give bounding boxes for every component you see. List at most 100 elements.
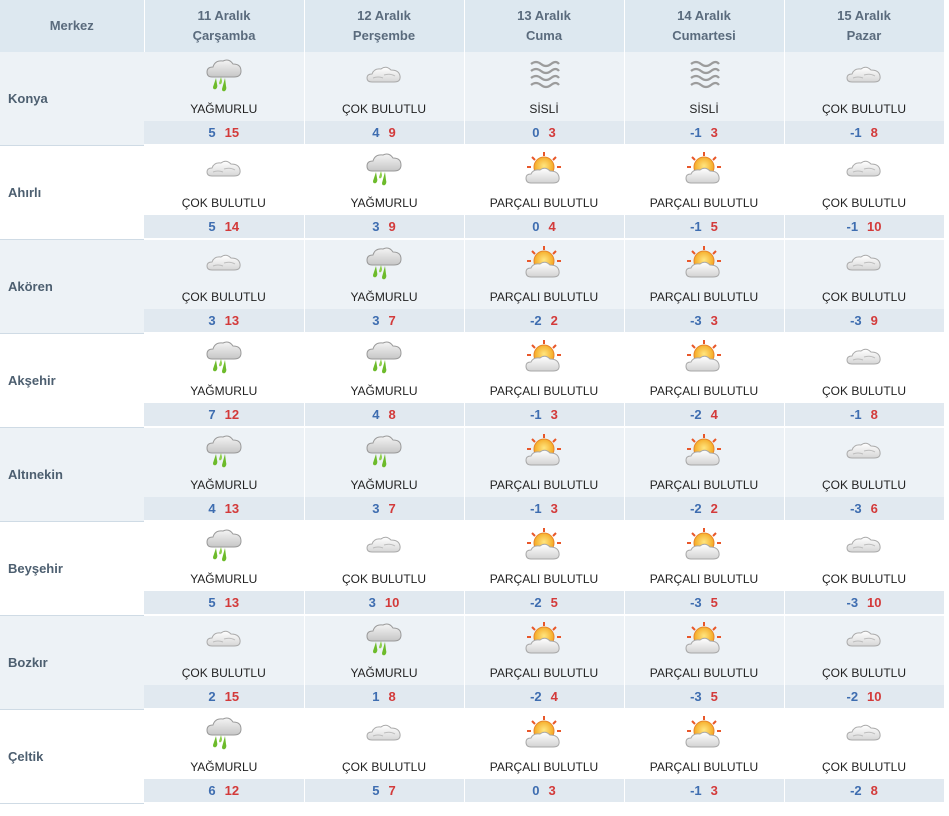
high-temperature: 6 xyxy=(870,501,878,516)
low-temperature: -3 xyxy=(690,595,702,610)
condition-label: ÇOK BULUTLU xyxy=(144,661,305,685)
day-header[interactable]: 13 Aralık Cuma xyxy=(464,0,625,52)
condition-label: PARÇALI BULUTLU xyxy=(464,661,625,685)
city-name[interactable]: Çeltik xyxy=(0,709,144,804)
partly-cloudy-sun-icon xyxy=(684,245,724,277)
weather-icon-cell xyxy=(304,709,465,755)
high-temperature: 8 xyxy=(870,783,878,798)
cloudy-icon xyxy=(844,254,884,271)
low-temperature: -1 xyxy=(690,783,702,798)
temperature-cell: -2 5 xyxy=(464,591,625,616)
cloudy-icon xyxy=(204,630,244,647)
high-temperature: 10 xyxy=(867,689,882,704)
low-temperature: 3 xyxy=(368,595,376,610)
low-temperature: -2 xyxy=(530,595,542,610)
city-name[interactable]: Ahırlı xyxy=(0,145,144,240)
day-date: 11 Aralık xyxy=(197,8,251,23)
high-temperature: 9 xyxy=(870,313,878,328)
city-row: Ahırlı xyxy=(0,145,945,240)
high-temperature: 15 xyxy=(224,125,240,140)
weather-icon-cell xyxy=(624,427,785,473)
temperature-cell: -2 4 xyxy=(624,403,785,428)
day-header[interactable]: 14 Aralık Cumartesi xyxy=(624,0,785,52)
high-temperature: 8 xyxy=(870,407,878,422)
temperature-cell: -3 5 xyxy=(624,685,785,710)
city-row: Bozkır xyxy=(0,615,945,710)
high-temperature: 5 xyxy=(710,219,718,234)
high-temperature: 3 xyxy=(548,125,556,140)
weather-icon-cell xyxy=(144,239,305,285)
partly-cloudy-sun-icon xyxy=(684,621,724,653)
rain-cloud-icon xyxy=(364,623,404,655)
weather-icon-cell xyxy=(464,52,625,97)
condition-label: YAĞMURLU xyxy=(304,661,465,685)
weather-icon-cell xyxy=(304,615,465,661)
city-name[interactable]: Bozkır xyxy=(0,615,144,710)
partly-cloudy-sun-icon xyxy=(524,245,564,277)
condition-row: ÇOK BULUTLU YAĞMURLU PARÇALI BULUTLU PARÇAL… xyxy=(0,661,945,685)
rain-cloud-icon xyxy=(204,717,244,749)
temperature-row: 5 15 4 9 0 3 -1 3 -1 8 xyxy=(0,121,945,146)
temperature-cell: 7 12 xyxy=(144,403,305,428)
condition-label: YAĞMURLU xyxy=(304,191,465,215)
temperature-cell: 3 13 xyxy=(144,309,305,334)
high-temperature: 9 xyxy=(388,219,396,234)
condition-label: ÇOK BULUTLU xyxy=(784,97,945,121)
partly-cloudy-sun-icon xyxy=(524,433,564,465)
city-name[interactable]: Altınekin xyxy=(0,427,144,522)
cloudy-icon xyxy=(204,254,244,271)
condition-label: ÇOK BULUTLU xyxy=(784,191,945,215)
temperature-cell: -1 5 xyxy=(624,215,785,240)
low-temperature: -1 xyxy=(850,407,862,422)
low-temperature: -1 xyxy=(846,219,859,234)
city-name[interactable]: Konya xyxy=(0,52,144,146)
temperature-cell: -1 3 xyxy=(464,403,625,428)
cloudy-icon xyxy=(844,160,884,177)
high-temperature: 10 xyxy=(384,595,400,610)
condition-label: YAĞMURLU xyxy=(304,285,465,309)
weather-icon-cell xyxy=(464,521,625,567)
high-temperature: 7 xyxy=(388,783,396,798)
weather-icon-cell xyxy=(624,615,785,661)
weather-icon-cell xyxy=(144,145,305,191)
condition-label: ÇOK BULUTLU xyxy=(784,473,945,497)
temperature-row: 5 14 3 9 0 4 -1 5 -1 10 xyxy=(0,215,945,240)
header-row: Merkez 11 Aralık Çarşamba 12 Aralık Perşem… xyxy=(0,0,945,52)
condition-row: YAĞMURLU YAĞMURLU PARÇALI BULUTLU PARÇALI B… xyxy=(0,473,945,497)
high-temperature: 3 xyxy=(710,125,718,140)
condition-label: PARÇALI BULUTLU xyxy=(624,473,785,497)
temperature-cell: -3 9 xyxy=(784,309,945,334)
condition-label: PARÇALI BULUTLU xyxy=(624,661,785,685)
weather-icon-cell xyxy=(624,52,785,97)
temperature-cell: -3 10 xyxy=(784,591,945,616)
city-name[interactable]: Beyşehir xyxy=(0,521,144,616)
high-temperature: 7 xyxy=(388,501,396,516)
weather-icon-cell xyxy=(784,615,945,661)
cloudy-icon xyxy=(364,66,404,83)
condition-label: SİSLİ xyxy=(624,97,785,121)
high-temperature: 4 xyxy=(710,407,718,422)
high-temperature: 12 xyxy=(224,783,240,798)
weather-icon-cell xyxy=(304,427,465,473)
weather-icon-cell xyxy=(624,709,785,755)
condition-label: PARÇALI BULUTLU xyxy=(464,379,625,403)
condition-row: YAĞMURLU ÇOK BULUTLU PARÇALI BULUTLU PARÇAL… xyxy=(0,567,945,591)
low-temperature: -2 xyxy=(846,689,859,704)
day-header[interactable]: 15 Aralık Pazar xyxy=(784,0,945,52)
weather-icon-cell xyxy=(464,615,625,661)
partly-cloudy-sun-icon xyxy=(684,339,724,371)
day-header[interactable]: 12 Aralık Perşembe xyxy=(304,0,465,52)
weather-icon-cell xyxy=(784,239,945,285)
cloudy-icon xyxy=(364,536,404,553)
day-header[interactable]: 11 Aralık Çarşamba xyxy=(144,0,305,52)
day-name: Pazar xyxy=(846,28,882,43)
city-row: Beyşehir xyxy=(0,521,945,616)
cloudy-icon xyxy=(204,160,244,177)
city-name[interactable]: Akşehir xyxy=(0,333,144,428)
rain-cloud-icon xyxy=(204,529,244,561)
high-temperature: 3 xyxy=(710,783,718,798)
city-name[interactable]: Akören xyxy=(0,239,144,334)
